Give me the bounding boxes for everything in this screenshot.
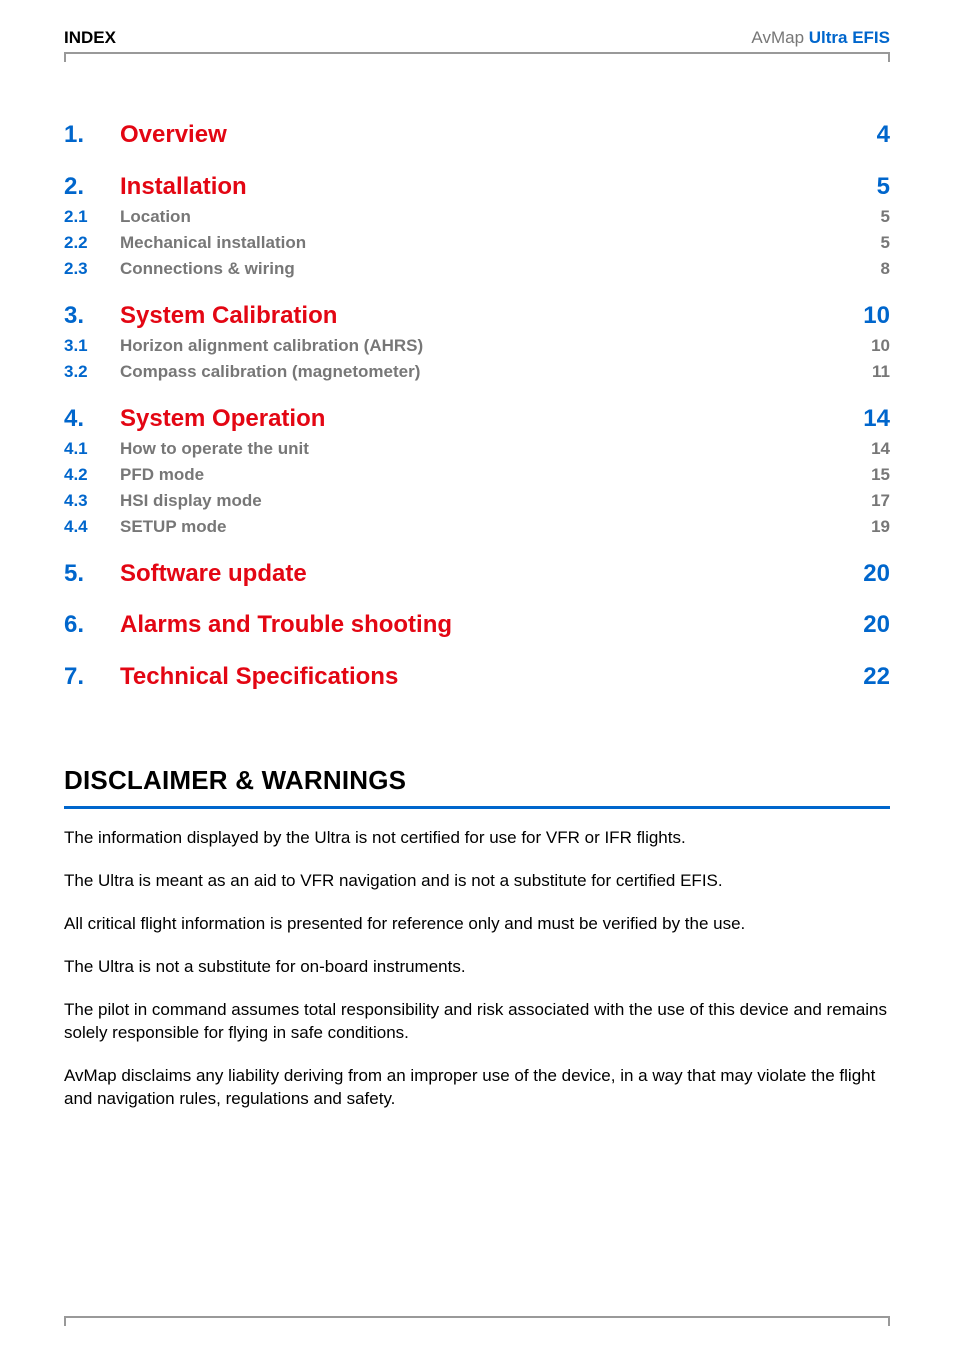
toc-sub-row: 4.4 SETUP mode 19 [64, 515, 890, 539]
toc-label: How to operate the unit [120, 437, 871, 461]
toc-num: 2.3 [64, 257, 120, 281]
toc-label: Connections & wiring [120, 257, 881, 281]
toc-label: Technical Specifications [120, 660, 863, 694]
footer-tick-left [64, 1318, 66, 1326]
disclaimer-rule [64, 806, 890, 809]
disclaimer-paragraph: All critical flight information is prese… [64, 913, 890, 936]
toc-chapter-row: 6. Alarms and Trouble shooting 20 [64, 608, 890, 642]
toc-num: 5. [64, 557, 120, 591]
toc-page: 17 [871, 489, 890, 513]
toc-num: 2. [64, 170, 120, 204]
toc-sub-row: 3.1 Horizon alignment calibration (AHRS)… [64, 334, 890, 358]
header-section-label: INDEX [64, 28, 116, 48]
toc-label: Software update [120, 557, 863, 591]
toc-sub-row: 2.3 Connections & wiring 8 [64, 257, 890, 281]
toc-chapter-row: 4. System Operation 14 [64, 402, 890, 436]
toc-num: 3. [64, 299, 120, 333]
toc-num: 4.2 [64, 463, 120, 487]
disclaimer-title: DISCLAIMER & WARNINGS [64, 765, 890, 796]
toc-num: 2.2 [64, 231, 120, 255]
toc-label: HSI display mode [120, 489, 871, 513]
toc-num: 4.3 [64, 489, 120, 513]
toc-num: 4.1 [64, 437, 120, 461]
toc-chapter-row: 1. Overview 4 [64, 118, 890, 152]
toc-chapter-row: 5. Software update 20 [64, 557, 890, 591]
toc-page: 20 [863, 608, 890, 642]
toc-sub-row: 2.1 Location 5 [64, 205, 890, 229]
toc-num: 7. [64, 660, 120, 694]
footer-tick-right [888, 1318, 890, 1326]
footer-rule [64, 1316, 890, 1318]
toc-page: 20 [863, 557, 890, 591]
header-tick-right [888, 54, 890, 62]
toc-page: 8 [881, 257, 890, 281]
disclaimer-paragraph: The Ultra is not a substitute for on-boa… [64, 956, 890, 979]
header-brand-bold: Ultra EFIS [809, 28, 890, 47]
toc-label: System Operation [120, 402, 863, 436]
toc-num: 3.2 [64, 360, 120, 384]
toc-sub-row: 4.1 How to operate the unit 14 [64, 437, 890, 461]
toc-page: 10 [863, 299, 890, 333]
toc-label: Installation [120, 170, 877, 204]
toc-label: Compass calibration (magnetometer) [120, 360, 872, 384]
toc-label: System Calibration [120, 299, 863, 333]
toc-page: 5 [877, 170, 890, 204]
toc-page: 19 [871, 515, 890, 539]
toc-chapter-row: 3. System Calibration 10 [64, 299, 890, 333]
header-brand: AvMap Ultra EFIS [751, 28, 890, 48]
toc-label: Overview [120, 118, 877, 152]
toc-page: 22 [863, 660, 890, 694]
header-rule [64, 52, 890, 54]
table-of-contents: 1. Overview 4 2. Installation 5 2.1 Loca… [64, 118, 890, 693]
toc-page: 15 [871, 463, 890, 487]
toc-page: 5 [881, 231, 890, 255]
toc-chapter-row: 7. Technical Specifications 22 [64, 660, 890, 694]
toc-sub-row: 2.2 Mechanical installation 5 [64, 231, 890, 255]
toc-page: 14 [863, 402, 890, 436]
toc-label: SETUP mode [120, 515, 871, 539]
toc-page: 10 [871, 334, 890, 358]
toc-chapter-row: 2. Installation 5 [64, 170, 890, 204]
toc-sub-row: 4.3 HSI display mode 17 [64, 489, 890, 513]
header-brand-prefix: AvMap [751, 28, 808, 47]
toc-num: 4. [64, 402, 120, 436]
toc-label: Horizon alignment calibration (AHRS) [120, 334, 871, 358]
toc-label: PFD mode [120, 463, 871, 487]
toc-num: 6. [64, 608, 120, 642]
disclaimer-paragraph: The information displayed by the Ultra i… [64, 827, 890, 850]
toc-sub-row: 4.2 PFD mode 15 [64, 463, 890, 487]
toc-label: Location [120, 205, 881, 229]
toc-page: 14 [871, 437, 890, 461]
disclaimer-paragraph: AvMap disclaims any liability deriving f… [64, 1065, 890, 1111]
disclaimer-paragraph: The Ultra is meant as an aid to VFR navi… [64, 870, 890, 893]
header-tick-left [64, 54, 66, 62]
toc-page: 11 [872, 360, 890, 384]
toc-sub-row: 3.2 Compass calibration (magnetometer) 1… [64, 360, 890, 384]
toc-num: 4.4 [64, 515, 120, 539]
toc-num: 3.1 [64, 334, 120, 358]
toc-num: 1. [64, 118, 120, 152]
toc-page: 4 [877, 118, 890, 152]
toc-num: 2.1 [64, 205, 120, 229]
toc-page: 5 [881, 205, 890, 229]
disclaimer-paragraph: The pilot in command assumes total respo… [64, 999, 890, 1045]
toc-label: Mechanical installation [120, 231, 881, 255]
header-row: INDEX AvMap Ultra EFIS [64, 28, 890, 48]
toc-label: Alarms and Trouble shooting [120, 608, 863, 642]
